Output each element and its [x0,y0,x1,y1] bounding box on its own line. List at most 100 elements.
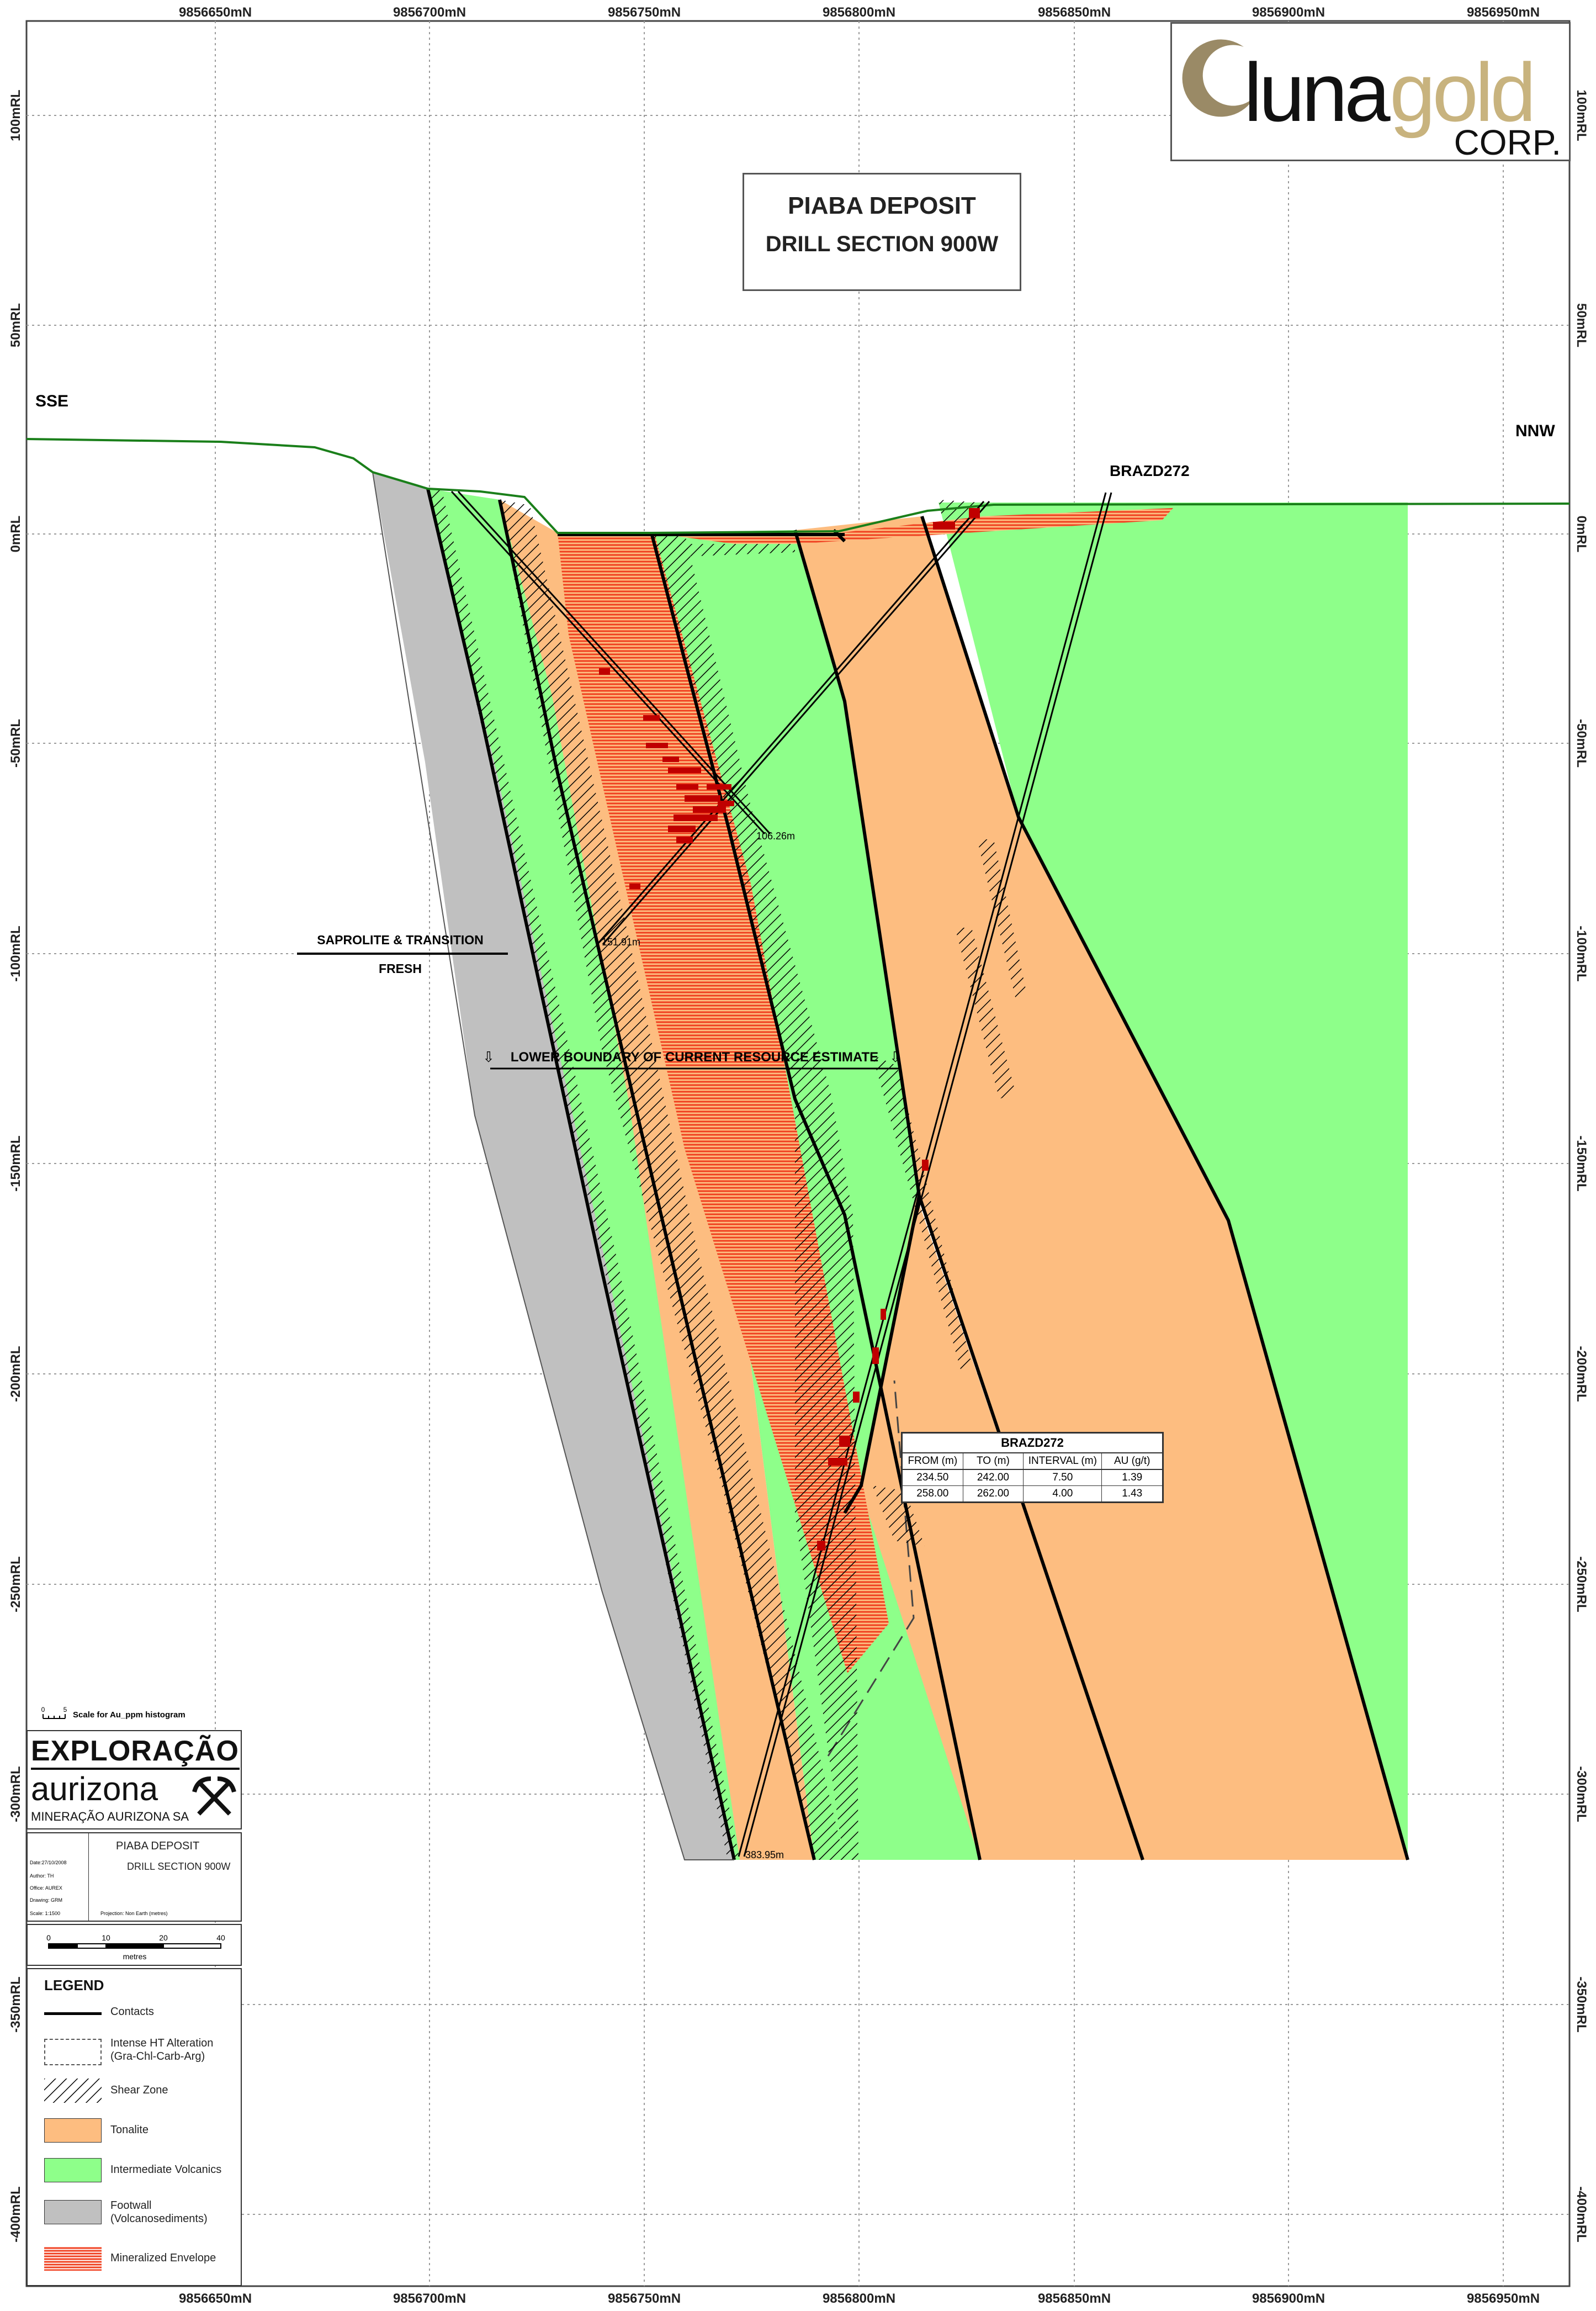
rl-label: -300mRL [8,1766,23,1822]
scale-bar: 0 10 20 40 metres [46,1933,225,1961]
northing-label: 9856700mN [393,5,466,20]
shear-zone [500,500,845,1860]
contact-line [920,516,1409,1860]
rl-label: -100mRL [8,926,23,981]
intercepts-row: 258.00 262.00 4.00 1.43 [903,1486,1162,1501]
northing-label: 9856800mN [823,5,895,20]
northing-label: 9856650mN [179,2291,252,2306]
company-line-2: aurizona [31,1770,158,1807]
northing-label: 9856750mN [608,2291,681,2306]
drawing-info-box: PIABA DEPOSIT DRILL SECTION 900W Date:27… [26,1832,242,1922]
intercepts-title: BRAZD272 [903,1434,1162,1453]
scale-bar-box: 0 10 20 40 metres [26,1924,242,1966]
rl-label: -250mRL [8,1556,23,1612]
direction-sse: SSE [35,392,68,410]
legend-label: Intense HT Alteration (Gra-Chl-Carb-Arg) [110,2037,214,2063]
intercepts-header: FROM (m) [903,1453,963,1469]
shear-zone [977,839,1027,1000]
info-field: Office: AUREX [30,1885,62,1891]
drill-trace [450,490,766,835]
crescent-icon [1182,39,1255,117]
rl-label: 100mRL [1574,89,1589,141]
northing-label: 9856850mN [1038,5,1111,20]
legend-swatch-footwall [44,2200,102,2224]
drill-holes: 106.26m 151.91m 383.95m BRAZD272 [450,462,1190,1860]
geology [26,438,1570,1860]
legend-label: Contacts [110,2006,154,2018]
legend-swatch-envelope [44,2246,102,2271]
title-box: PIABA DEPOSIT DRILL SECTION 900W [743,173,1021,291]
rl-label: -300mRL [1574,1766,1589,1822]
legend-title: LEGEND [44,1977,104,1993]
northing-label: 9856950mN [1467,2291,1540,2306]
shear-zone [795,1104,858,1860]
hole-label: BRAZD272 [1110,462,1190,479]
logo-word-corp: CORP. [1454,123,1561,162]
contact-line [426,488,736,1860]
rl-label: -400mRL [1574,2186,1589,2242]
company-block: EXPLORAÇÃO aurizona MINERAÇÃO AURIZONA S… [26,1730,242,1829]
northing-label: 9856900mN [1252,2291,1325,2306]
histogram-scale-tick: 0 [41,1706,45,1714]
info-title-2: DRILL SECTION 900W [127,1861,231,1872]
intercepts-table: BRAZD272 FROM (m) TO (m) INTERVAL (m) AU… [901,1432,1164,1503]
resource-arrow-right: ⇩ [889,1049,902,1065]
northing-label: 9856650mN [179,5,252,20]
intercepts-cell: 1.43 [1122,1488,1143,1499]
rl-label: -150mRL [1574,1135,1589,1191]
rl-label: -100mRL [1574,926,1589,981]
legend-swatch-volcanics [44,2158,102,2182]
legend-swatch-alteration [44,2039,102,2065]
rl-label: 0mRL [8,516,23,553]
title-line-1: PIABA DEPOSIT [788,192,976,219]
shear-zone [955,928,1016,1099]
legend: LEGEND Contacts Intense HT Alteration (G… [26,1968,242,2286]
legend-item-shear: Shear Zone [44,2077,237,2105]
northing-label: 9856800mN [823,2291,895,2306]
depth-label: 106.26m [756,831,795,842]
rl-label: 0mRL [1574,516,1589,553]
legend-item-contacts: Contacts [44,2002,237,2024]
intercepts-cell: 242.00 [963,1470,1024,1485]
northing-label: 9856900mN [1252,5,1325,20]
histogram-scale-tick: 5 [63,1706,67,1714]
intercepts-cell: 258.00 [903,1486,963,1501]
depth-label: 383.95m [745,1849,784,1860]
shear-zone [872,1055,972,1369]
legend-label: Tonalite [110,2124,149,2136]
legend-item-envelope: Mineralized Envelope [44,2245,237,2273]
info-field: Drawing: GRM [30,1897,63,1903]
intercepts-cell: 1.39 [1122,1472,1143,1483]
rl-label: -50mRL [8,719,23,768]
shear-zone [651,533,853,1215]
contact-line [793,530,1144,1860]
drill-trace [457,490,771,835]
logo-word-luna: luna [1244,46,1391,139]
au-histogram [599,508,980,1551]
company-line-3: MINERAÇÃO AURIZONA SA [31,1810,189,1823]
northing-label: 9856950mN [1467,5,1540,20]
legend-label: Intermediate Volcanics [110,2164,222,2176]
northing-label: 9856850mN [1038,2291,1111,2306]
northing-label: 9856700mN [393,2291,466,2306]
fresh-label: FRESH [379,961,422,976]
drill-trace [602,501,990,945]
rl-labels-left: 100mRL 50mRL 0mRL -50mRL -100mRL -150mRL… [8,89,23,2242]
legend-swatch-shear [44,2079,102,2103]
legend-label: Shear Zone [110,2084,168,2096]
legend-label: Mineralized Envelope [110,2252,216,2264]
logo-word-gold: gold [1390,46,1536,139]
depth-label: 151.91m [602,937,640,948]
rl-label: -350mRL [8,1976,23,2032]
topography-line [26,438,1570,534]
intercepts-header: TO (m) [963,1453,1024,1469]
scale-tick: 10 [102,1933,110,1942]
intercepts-cell: 262.00 [963,1486,1024,1501]
legend-item-footwall: Footwall (Volcanosediments) [44,2197,237,2230]
contact-line [650,532,982,1860]
scale-unit: metres [123,1952,147,1961]
map-frame [25,20,1571,2287]
legend-item-tonalite: Tonalite [44,2117,237,2145]
